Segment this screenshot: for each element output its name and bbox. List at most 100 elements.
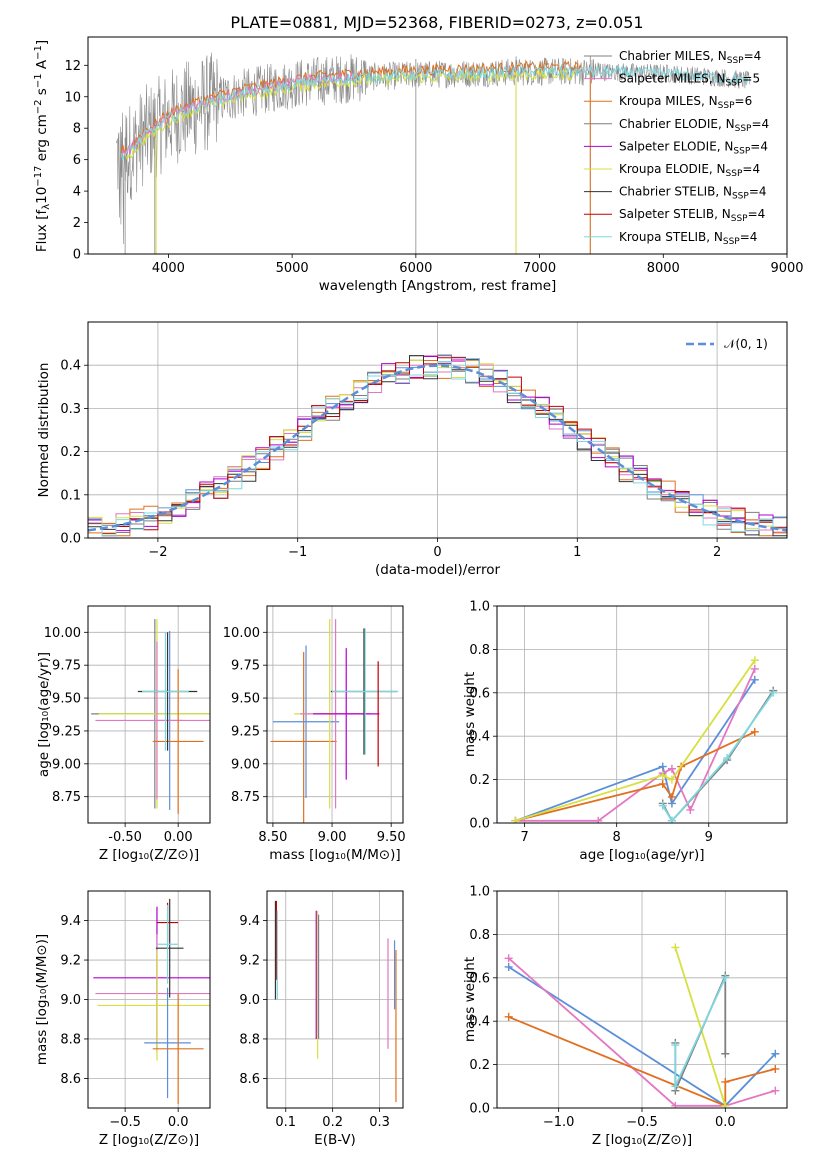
- legend-tail: =5: [742, 72, 760, 86]
- weight-marker: [771, 1064, 780, 1073]
- y-tick-label: 0.2: [469, 1058, 490, 1073]
- legend-entry: Chabrier STELIB, NSSP=4: [619, 185, 767, 202]
- axes-frame: [87, 605, 211, 824]
- x-tick-label: 4000: [152, 261, 185, 276]
- y-tick-label: 0.0: [469, 817, 490, 832]
- weight-marker: [671, 943, 680, 952]
- y-tick-label: 0: [73, 248, 81, 263]
- y-tick-label: 0.2: [469, 773, 490, 788]
- y-tick-label: 9.75: [52, 659, 81, 674]
- y-tick-label: 0.6: [469, 971, 490, 986]
- y-tick-label: 1.0: [469, 885, 490, 900]
- y-tick-label: 9.25: [231, 724, 260, 739]
- legend-entry: Salpeter MILES, NSSP=5: [619, 72, 760, 89]
- x-tick-label: −1.0: [543, 1115, 575, 1130]
- plot-area: [91, 619, 210, 814]
- y-axis-label-part: Flux [f: [34, 209, 50, 253]
- weight-marker: [750, 675, 759, 684]
- x-tick-label: 0.00: [164, 830, 193, 845]
- x-tick-label: −0.5: [626, 1115, 658, 1130]
- axes-frame: [496, 890, 788, 1109]
- weight-line: [661, 692, 774, 823]
- y-tick-label: 9.00: [52, 757, 81, 772]
- x-tick-label: 7: [520, 830, 528, 845]
- y-tick-label: 0.2: [60, 445, 81, 460]
- x-tick-label: -0.50: [108, 830, 142, 845]
- y-tick-label: 9.0: [60, 993, 81, 1008]
- axes-frame: [266, 890, 404, 1109]
- legend-label: Kroupa STELIB, N: [619, 230, 723, 244]
- weight-marker: [671, 1101, 680, 1108]
- legend-entry: Kroupa MILES, NSSP=6: [619, 94, 752, 111]
- panel-mass-weight-vs-age: 7 8 9 0.0 0.2 0.4 0.6 0.8 1.0 age [log₁₀(age/yr)]…: [462, 600, 788, 863]
- x-tick-label: 1: [573, 545, 581, 560]
- x-tick-label: 0.0: [168, 1115, 189, 1130]
- y-axis-label-part: −2: [33, 99, 44, 114]
- weight-marker: [750, 664, 759, 673]
- x-axis-label: mass [log₁₀(M/M⊙)]: [269, 847, 400, 863]
- x-axis-label: age [log₁₀(age/yr)]: [579, 847, 704, 863]
- normal-curve: [88, 364, 787, 532]
- y-axis-label: mass weight: [462, 672, 478, 757]
- weight-marker: [504, 1012, 513, 1021]
- x-axis-label: wavelength [Angstrom, rest frame]: [319, 278, 557, 294]
- y-tick-label: 8.8: [239, 1032, 260, 1047]
- plot-area: [504, 943, 780, 1108]
- axes-frame: [87, 321, 788, 539]
- y-axis-label: Flux [fλ10−17 erg cm−2 s−1 A−1]: [33, 40, 52, 252]
- weight-marker: [667, 792, 676, 801]
- y-tick-label: 9.75: [231, 659, 260, 674]
- weight-marker: [721, 973, 730, 982]
- weight-line: [674, 977, 727, 1087]
- legend-sub: SSP: [718, 101, 735, 111]
- y-tick-label: 9.4: [239, 914, 260, 929]
- y-tick-label: 8.6: [239, 1072, 260, 1087]
- plot-area: [88, 354, 787, 537]
- legend-sub: SSP: [726, 79, 743, 89]
- legend-entry: Salpeter STELIB, NSSP=4: [619, 207, 765, 224]
- y-tick-label: 4: [73, 185, 81, 200]
- legend-tail: =4: [750, 139, 768, 153]
- weight-line: [661, 690, 774, 823]
- y-axis-label: mass weight: [462, 957, 478, 1042]
- normal-legend-label: 𝒩(0, 1): [724, 337, 768, 351]
- model-spectrum-line: [120, 59, 583, 154]
- x-axis-label: Z [log₁₀(Z/Z⊙)]: [99, 1132, 199, 1148]
- legend-label: Salpeter ELODIE, N: [619, 139, 733, 153]
- x-tick-label: 0.3: [369, 1115, 390, 1130]
- y-axis-label: mass [log₁₀(M/M⊙)]: [34, 934, 50, 1065]
- weight-marker: [658, 779, 667, 788]
- weight-marker: [504, 962, 513, 971]
- y-tick-label: 9.4: [60, 914, 81, 929]
- x-axis-label: (data-model)/error: [375, 562, 501, 578]
- weight-marker: [667, 775, 676, 784]
- legend-label: Salpeter STELIB, N: [619, 207, 731, 221]
- legend-tail: =4: [742, 162, 760, 176]
- weight-marker: [769, 688, 778, 697]
- panel-mass-vs-EBV: 0.1 0.2 0.3 8.6 8.8 9.0 9.2 9.4 E(B-V): [239, 890, 404, 1148]
- y-axis-label-part: −1: [33, 73, 44, 88]
- weight-marker: [721, 1049, 730, 1058]
- figure-title: PLATE=0881, MJD=52368, FIBERID=0273, z=0…: [230, 13, 643, 32]
- axes-frame: [87, 890, 211, 1109]
- x-tick-label: −2: [148, 545, 167, 560]
- legend-tail: =4: [749, 185, 767, 199]
- legend-label: Chabrier MILES, N: [619, 49, 727, 63]
- legend-entry: Salpeter ELODIE, NSSP=4: [619, 139, 768, 156]
- y-axis-label-part: 10: [34, 187, 50, 204]
- y-tick-label: 12: [64, 59, 81, 74]
- y-tick-label: 8.8: [60, 1032, 81, 1047]
- x-axis-label: E(B-V): [314, 1132, 356, 1148]
- panel-mass-vs-Z: −0.5 0.0 8.6 8.8 9.0 9.2 9.4 Z [log₁₀(Z/Z⊙)] mas…: [34, 890, 211, 1148]
- y-tick-label: 1.0: [469, 600, 490, 615]
- axes-frame: [87, 36, 788, 255]
- panel-residuals: −2 −1 0 1 2 0.0 0.1 0.2 0.3 0.4 (data-model)/error…: [36, 321, 788, 578]
- plot-area: [116, 52, 751, 254]
- weight-line: [508, 957, 776, 1107]
- y-axis-label-part: −1: [33, 45, 44, 60]
- legend-tail: =4: [748, 207, 766, 221]
- y-tick-label: 9.2: [239, 954, 260, 969]
- x-tick-label: 8000: [647, 261, 680, 276]
- x-tick-label: 9.00: [318, 830, 347, 845]
- x-tick-label: −0.5: [109, 1115, 141, 1130]
